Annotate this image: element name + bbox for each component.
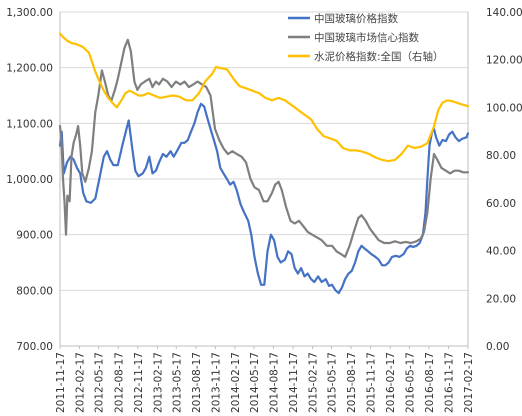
y-tick-label-left: 1,100.00 [6,118,53,130]
y-tick-label-left: 1,200.00 [6,63,53,75]
x-tick-label: 2016-11-17 [443,352,455,413]
x-tick-label: 2014-08-17 [268,352,280,413]
x-tick-label: 2014-02-17 [230,352,242,413]
y-tick-label-right: 100.00 [486,102,522,114]
series-line-1 [58,102,470,295]
x-tick-label: 2012-11-17 [133,352,145,413]
x-tick-label: 2012-08-17 [113,352,125,413]
x-tick-label: 2016-05-17 [404,352,416,413]
x-tick-label: 2012-02-17 [75,352,87,413]
y-tick-label-left: 1,000.00 [6,174,53,186]
x-tick-label: 2014-05-17 [249,352,261,413]
x-tick-label: 2012-05-17 [94,352,106,413]
y-tick-label-right: 80.00 [486,150,516,162]
x-tick-label: 2013-08-17 [191,352,203,413]
x-tick-label: 2015-08-17 [346,352,358,413]
y-tick-label-left: 1,300.00 [6,7,53,19]
x-tick-label: 2017-02-17 [463,352,475,413]
x-tick-label: 2013-11-17 [210,352,222,413]
y-tick-label-left: 900.00 [16,230,53,242]
y-tick-label-right: 20.00 [486,293,516,305]
legend-label: 水泥价格指数:全国（右轴） [314,50,444,63]
x-tick-label: 2015-05-17 [327,352,339,413]
x-tick-label: 2015-11-17 [366,352,378,413]
series-line-2 [58,38,470,258]
y-tick-label-right: 40.00 [486,246,516,258]
y-tick-label-left: 800.00 [16,285,53,297]
x-tick-label: 2016-08-17 [424,352,436,413]
y-tick-label-right: 140.00 [486,7,522,19]
x-tick-label: 2013-05-17 [171,352,183,413]
x-tick-label: 2016-02-17 [385,352,397,413]
x-tick-label: 2013-02-17 [152,352,164,413]
legend-label: 中国玻璃市场信心指数 [314,31,419,44]
series-lines [58,32,470,295]
x-tick-label: 2011-11-17 [55,352,67,413]
y-tick-label-left: 700.00 [16,341,53,353]
x-tick-label: 2015-02-17 [308,352,320,413]
y-tick-label-right: 120.00 [486,55,522,67]
series-line-3 [58,32,470,163]
x-tick-label: 2014-11-17 [288,352,300,413]
legend-label: 中国玻璃价格指数 [314,12,398,25]
y-tick-label-right: 0.00 [486,341,509,353]
y-tick-label-right: 60.00 [486,198,516,210]
axes: 1,300.00 1,200.00 1,100.00 1,000.00 900.00 80… [6,7,522,413]
